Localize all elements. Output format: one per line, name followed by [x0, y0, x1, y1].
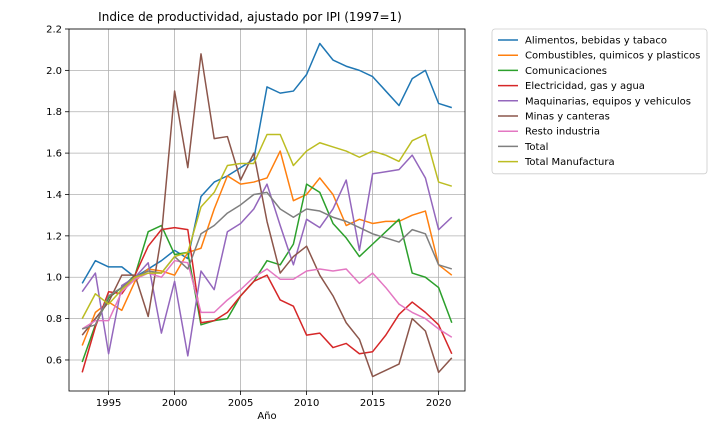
x-tick-label: 2020 [426, 398, 451, 409]
grid [69, 28, 465, 391]
x-tick-label: 2005 [228, 398, 253, 409]
legend-label: Maquinarias, equipos y vehiculos [525, 96, 691, 107]
x-axis-ticks: 1995 2000 2005 2010 2015 2020 [96, 391, 451, 409]
y-tick-label: 1.2 [46, 231, 62, 242]
y-tick-label: 0.6 [46, 355, 62, 366]
series-line-7 [81, 259, 453, 338]
legend-label: Total [524, 142, 548, 153]
series-line-8 [81, 191, 453, 330]
x-tick-label: 2015 [360, 398, 385, 409]
legend: Alimentos, bebidas y tabaco Combustibles,… [491, 28, 708, 175]
x-axis-label: Año [257, 411, 276, 422]
y-tick-label: 1.0 [46, 273, 62, 284]
series-line-5 [81, 154, 453, 357]
series-line-1 [81, 42, 453, 284]
plot-frame [68, 28, 466, 392]
legend-label: Electricidad, gas y agua [525, 81, 645, 92]
y-tick-label: 1.6 [46, 149, 62, 160]
y-tick-label: 1.4 [46, 190, 62, 201]
y-axis-ticks: 0.6 0.8 1.0 1.2 1.4 1.6 1.8 2.0 2.2 [46, 25, 69, 366]
series-lines [81, 42, 453, 378]
legend-label: Combustibles, quimicos y plasticos [525, 51, 700, 62]
series-line-3 [81, 183, 453, 363]
legend-label: Comunicaciones [525, 66, 607, 77]
series-line-9 [81, 133, 453, 319]
y-tick-label: 0.8 [46, 314, 62, 325]
series-line-2 [81, 150, 453, 346]
series-line-6 [81, 53, 453, 378]
legend-label: Total Manufactura [524, 157, 615, 168]
legend-label: Alimentos, bebidas y tabaco [525, 36, 667, 47]
series-line-4 [81, 226, 453, 373]
legend-label: Resto industria [525, 127, 600, 138]
legend-label: Minas y canteras [525, 112, 610, 123]
x-tick-label: 2010 [294, 398, 319, 409]
legend-box [491, 28, 708, 175]
x-tick-label: 1995 [96, 398, 121, 409]
y-tick-label: 1.8 [46, 107, 62, 118]
y-tick-label: 2.0 [46, 66, 62, 77]
x-tick-label: 2000 [162, 398, 187, 409]
chart-title: Indice de productividad, ajustado por IP… [98, 10, 402, 24]
y-tick-label: 2.2 [46, 25, 62, 36]
